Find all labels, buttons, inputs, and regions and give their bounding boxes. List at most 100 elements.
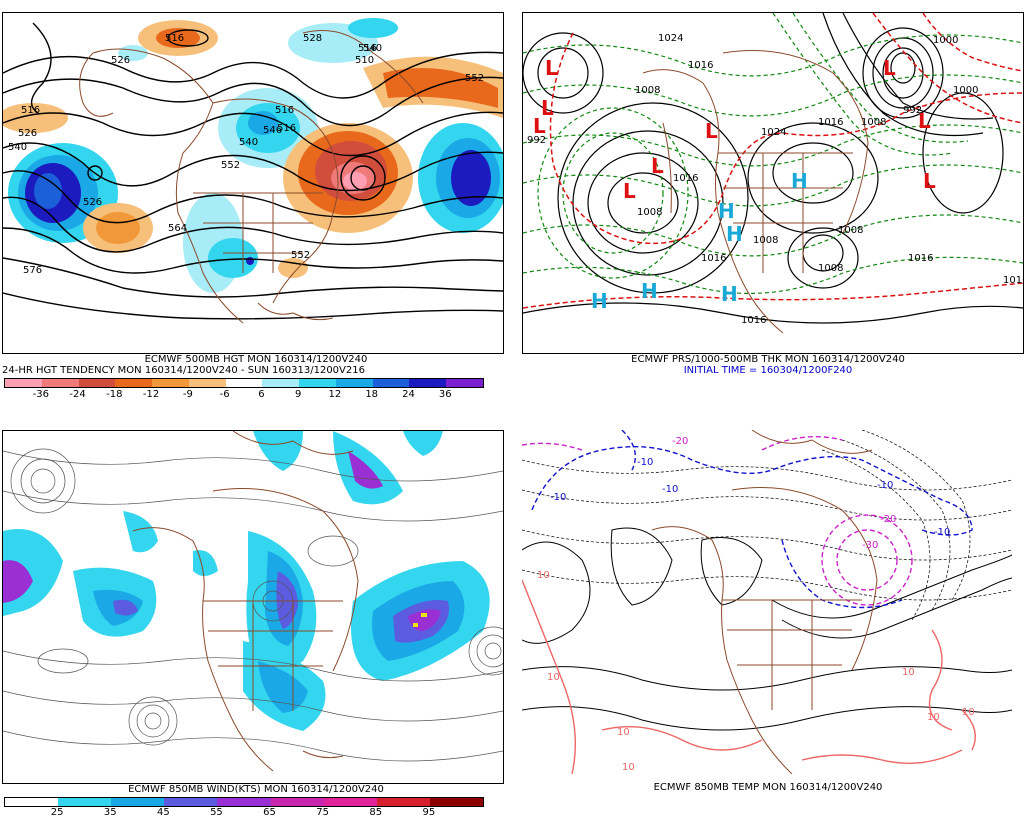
wind-speed-fills (3, 431, 490, 731)
colorbar-swatch (5, 379, 42, 387)
tendency-colorbar (4, 378, 484, 388)
warm-contours (522, 579, 976, 774)
colorbar-swatch (376, 798, 430, 806)
colorbar-swatch (115, 379, 153, 387)
geography-outline (79, 30, 424, 324)
high-pressure-marker: H (591, 289, 608, 313)
contour-label: 526 (111, 55, 130, 66)
colorbar-tick-label: 12 (328, 389, 342, 400)
colorbar-swatch (5, 798, 59, 806)
contour-label: 516 (277, 123, 296, 134)
colorbar-tick-label: 35 (103, 807, 117, 818)
colorbar-tick-label: 95 (422, 807, 436, 818)
caption-line-1: ECMWF 500MB HGT MON 160314/1200V240 (144, 354, 368, 365)
colorbar-swatch (270, 798, 324, 806)
contour-label: 552 (465, 73, 484, 84)
contour-label: 510 (355, 55, 374, 66)
geography-outline (132, 431, 359, 772)
colorbar-tick-label: 75 (316, 807, 330, 818)
low-pressure-marker: L (533, 114, 546, 138)
high-pressure-marker: H (641, 279, 658, 303)
contour-label: 1024 (658, 33, 683, 44)
contour-label: 526 (18, 128, 37, 139)
wind-speed-colorbar (4, 797, 484, 807)
low-pressure-marker: L (651, 154, 664, 178)
contour-label: 10 (902, 667, 915, 678)
low-pressure-marker: L (541, 96, 554, 120)
contour-label: -30 (862, 540, 878, 551)
map-850mb-temperature: -20 -10 -10 -10 -10 -10 -20 -30 10 10 10… (522, 430, 1012, 774)
caption-line-1: ECMWF 850MB WIND(KTS) MON 160314/1200V24… (128, 784, 384, 795)
geography-outline (651, 430, 878, 774)
contour-label: 992 (527, 135, 546, 146)
contour-label: 564 (168, 223, 187, 234)
contour-label: 540 (363, 43, 382, 54)
colorbar-tick-label: 18 (365, 389, 379, 400)
contour-label: 992 (903, 105, 922, 116)
contour-label: -10 (877, 480, 893, 491)
panel-500mb-height: 516 526 516 516 540 526 526 540 546 552 … (0, 0, 512, 410)
wind-speed-colorbar-ticks: 25 35 45 55 65 75 85 95 (4, 807, 482, 819)
cold-contours (531, 430, 973, 609)
colorbar-swatch (446, 379, 483, 387)
colorbar-tick-label: 6 (258, 389, 265, 400)
contour-label: -10 (934, 527, 950, 538)
contour-label: 1000 (953, 85, 978, 96)
panel-850mb-temperature: -20 -10 -10 -10 -10 -10 -20 -30 10 10 10… (512, 410, 1024, 819)
contour-label: 10 (617, 727, 630, 738)
colorbar-tick-label: -18 (106, 389, 123, 400)
temperature-contours (522, 430, 1012, 621)
colorbar-swatch (262, 379, 300, 387)
wind-map-svg (3, 431, 503, 772)
high-pressure-marker: H (721, 282, 738, 306)
contour-label: -10 (637, 457, 653, 468)
height-map-svg: 516 526 516 516 540 526 526 540 546 552 … (3, 18, 503, 324)
map-850mb-wind (2, 430, 504, 784)
height-labels: 516 526 516 516 540 526 526 540 546 552 … (8, 33, 484, 276)
colorbar-swatch (78, 379, 116, 387)
caption-line-1: ECMWF PRS/1000-500MB THK MON 160314/1200… (631, 354, 905, 365)
contour-label: 10 (927, 712, 940, 723)
initial-time-caption: INITIAL TIME = 160304/1200F240 (683, 365, 853, 376)
contour-label: -20 (880, 514, 896, 525)
colorbar-swatch (323, 798, 377, 806)
colorbar-tick-label: 85 (369, 807, 383, 818)
panel-850mb-wind: ECMWF 850MB WIND(KTS) MON 160314/1200V24… (0, 410, 512, 819)
contour-label: 516 (358, 43, 377, 54)
colorbar-tick-label: 45 (156, 807, 170, 818)
very-cold-contours (522, 436, 913, 606)
high-pressure-markers: H H H H H H (591, 169, 808, 313)
contour-label: 540 (239, 137, 258, 148)
colorbar-swatch (299, 379, 336, 387)
tendency-colorbar-ticks: -36 -24 -18 -12 -9 -6 6 9 12 18 24 36 (4, 389, 482, 401)
contour-label: 10 (622, 762, 635, 773)
temperature-solid-contours (522, 527, 1012, 731)
colorbar-tick-label: -36 (32, 389, 49, 400)
low-pressure-marker: L (883, 56, 896, 80)
isobars (523, 13, 1023, 324)
temperature-map-svg: -20 -10 -10 -10 -10 -10 -20 -30 10 10 10… (522, 430, 1012, 774)
high-pressure-marker: H (726, 222, 743, 246)
contour-label: -20 (672, 436, 688, 447)
colorbar-swatch (225, 379, 263, 387)
contour-label: 1016 (908, 253, 933, 264)
colorbar-tick-label: -6 (219, 389, 230, 400)
colorbar-swatch (41, 379, 79, 387)
contour-label: 10 (547, 672, 560, 683)
low-pressure-markers: L L L L L L L L L (533, 56, 936, 203)
thickness-lines (523, 13, 1023, 294)
colorbar-swatch (429, 798, 483, 806)
contour-label: 552 (291, 250, 310, 261)
streamlines (3, 448, 503, 762)
isobar-labels: 992 1024 1016 1008 1024 1016 1008 1008 9… (527, 33, 1023, 326)
low-pressure-marker: L (918, 109, 931, 133)
contour-label: 576 (23, 265, 42, 276)
contour-label: 1016 (701, 253, 726, 264)
thickness-540-lines (523, 13, 1023, 309)
contour-label: 1008 (861, 117, 886, 128)
geography-outline (642, 50, 869, 334)
colorbar-swatch (217, 798, 271, 806)
colorbar-tick-label: -9 (182, 389, 193, 400)
contour-label: 1008 (635, 85, 660, 96)
map-pressure-thickness: H H H H H H L L L L L L L L L 992 1024 (522, 12, 1024, 354)
